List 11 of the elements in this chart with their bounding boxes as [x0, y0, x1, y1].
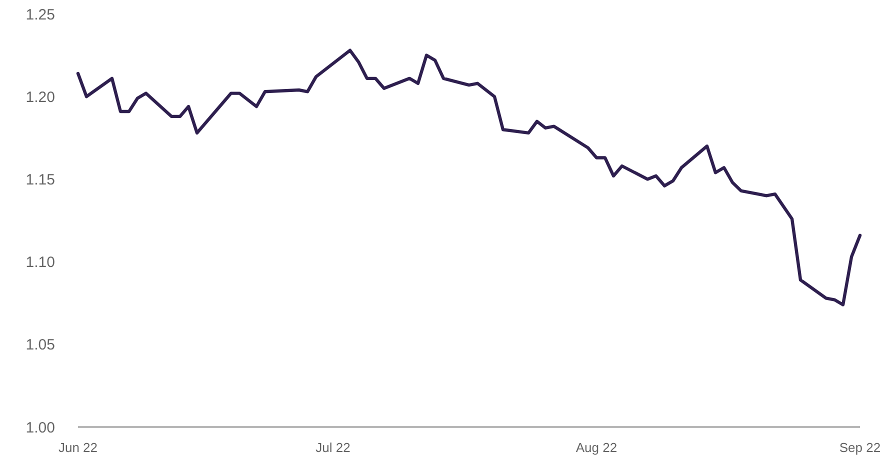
line-series [76, 48, 862, 306]
y-tick-label: 1.25 [26, 6, 55, 24]
y-tick-label: 1.10 [26, 254, 55, 272]
y-tick-label: 1.20 [26, 88, 55, 106]
x-tick-label: Sep 22 [839, 440, 881, 455]
x-tick-label: Jul 22 [316, 440, 350, 455]
y-tick-label: 1.15 [26, 171, 55, 188]
x-tick-label: Jun 22 [58, 440, 98, 455]
x-tick-label: Aug 22 [576, 440, 618, 455]
y-tick-label: 1.00 [26, 419, 55, 436]
y-tick-label: 1.05 [26, 336, 55, 354]
